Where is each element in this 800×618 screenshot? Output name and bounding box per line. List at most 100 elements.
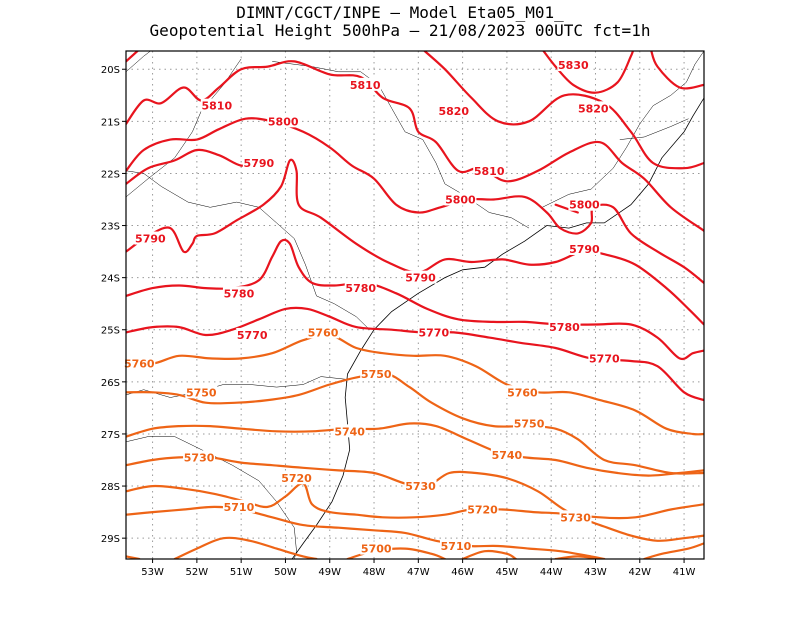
state-border <box>542 51 704 208</box>
contour-labels: 5830 5820 5820 5810 5810 5810 5800 5800 5800 5790… <box>123 58 621 556</box>
contour-label: 5780 <box>345 282 376 295</box>
contour-label: 5740 <box>492 449 523 462</box>
contour-line-5790 <box>126 158 704 326</box>
contour-label: 5750 <box>186 386 217 399</box>
x-tick-label: 43W <box>584 567 607 578</box>
state-border <box>126 436 297 559</box>
plot-frame <box>125 50 705 560</box>
contour-line-5820 <box>422 51 704 170</box>
contour-label-bg <box>360 367 393 381</box>
y-tick-label: 21S <box>101 117 120 128</box>
contour-label: 5750 <box>514 418 545 431</box>
y-tick-label: 25S <box>101 326 120 337</box>
x-tick-label: 42W <box>628 567 651 578</box>
contour-line-5700 <box>461 549 517 559</box>
contour-label-bg <box>404 270 437 284</box>
contour-label-bg <box>134 231 167 245</box>
y-tick-label: 24S <box>101 274 120 285</box>
contour-label: 5790 <box>405 272 436 285</box>
contour-line-5760 <box>126 333 704 436</box>
contour-label: 5770 <box>589 352 620 365</box>
contour-label: 5770 <box>419 326 450 339</box>
y-tick-label: 23S <box>101 222 120 233</box>
x-tick-label: 44W <box>540 567 563 578</box>
contour-line-5810 <box>126 60 704 232</box>
contour-line-5800 <box>126 117 704 284</box>
contour-label-bg <box>185 385 218 399</box>
contour-label: 5790 <box>135 233 166 246</box>
state-border <box>126 376 346 398</box>
contour-line-5710 <box>126 505 606 559</box>
contour-label: 5780 <box>549 321 580 334</box>
contour-line-5720 <box>126 482 704 542</box>
contour-label-bg <box>568 241 601 255</box>
contour-label: 5710 <box>224 501 255 514</box>
contour-label: 5790 <box>569 243 600 256</box>
contour-line-5750 <box>126 372 704 475</box>
contour-label-bg <box>404 479 437 493</box>
contour-label-bg <box>506 385 539 399</box>
contour-label: 5800 <box>268 115 299 128</box>
contour-label: 5730 <box>560 511 591 524</box>
contour-label: 5720 <box>281 472 312 485</box>
contour-label-bg <box>466 502 499 516</box>
contour-label-bg <box>490 447 523 461</box>
contour-label-bg <box>242 156 275 170</box>
y-tick-label: 26S <box>101 378 120 389</box>
y-axis-ticks: 20S 21S 22S 23S 24S 25S 26S 27S 28S 29S <box>101 65 126 545</box>
state-border <box>619 118 689 140</box>
contour-label-bg <box>568 197 601 211</box>
contour-label-bg <box>473 163 506 177</box>
contour-line-5800 <box>554 203 579 214</box>
contour-label-bg <box>222 499 255 513</box>
x-tick-label: 41W <box>673 567 696 578</box>
contour-label: 5770 <box>237 329 268 342</box>
x-tick-label: 47W <box>407 567 430 578</box>
x-tick-label: 49W <box>318 567 341 578</box>
contour-label-bg <box>439 538 472 552</box>
x-tick-label: 53W <box>141 567 164 578</box>
contour-label-bg <box>307 325 340 339</box>
title-line-1: DIMNT/CGCT/INPE – Model Eta05_M01_ <box>236 3 564 22</box>
x-tick-label: 48W <box>363 567 386 578</box>
contour-label: 5810 <box>350 79 381 92</box>
x-tick-label: 52W <box>186 567 209 578</box>
contour-label: 5800 <box>569 199 600 212</box>
contour-label-bg <box>577 101 610 115</box>
contour-label: 5710 <box>441 540 472 553</box>
contour-label-bg <box>444 192 477 206</box>
contour-label-bg <box>557 58 590 72</box>
contour-label-bg <box>344 281 377 295</box>
contour-label: 5820 <box>438 105 469 118</box>
contour-label: 5830 <box>558 59 589 72</box>
coastline <box>683 97 704 132</box>
x-tick-label: 50W <box>274 567 297 578</box>
contour-label: 5700 <box>361 543 392 556</box>
contour-label: 5760 <box>308 326 339 339</box>
contour-label-bg <box>559 510 592 524</box>
contour-label-bg <box>588 351 621 365</box>
map-title: DIMNT/CGCT/INPE – Model Eta05_M01_ Geopo… <box>0 4 800 40</box>
y-tick-label: 29S <box>101 534 120 545</box>
contour-line-5700 <box>173 536 318 559</box>
contour-label-bg <box>267 114 300 128</box>
contour-line-5710 <box>643 542 704 559</box>
contour-label-bg <box>200 98 233 112</box>
contour-label-bg <box>280 471 313 485</box>
y-tick-label: 28S <box>101 482 120 493</box>
contour-label: 5820 <box>578 102 609 115</box>
contour-line-5700 <box>554 555 601 559</box>
contour-label-bg <box>236 327 269 341</box>
contour-label-bg <box>417 325 450 339</box>
state-border <box>272 61 530 229</box>
contour-label: 5730 <box>184 451 215 464</box>
contour-line-5790 <box>126 148 256 185</box>
contour-label: 5760 <box>507 386 538 399</box>
contour-label: 5730 <box>405 480 436 493</box>
contour-label: 5800 <box>445 193 476 206</box>
contour-label: 5750 <box>361 368 392 381</box>
y-tick-label: 27S <box>101 430 120 441</box>
contour-label: 5790 <box>244 157 275 170</box>
contour-label-bg <box>513 416 546 430</box>
contour-label: 5780 <box>224 287 255 300</box>
